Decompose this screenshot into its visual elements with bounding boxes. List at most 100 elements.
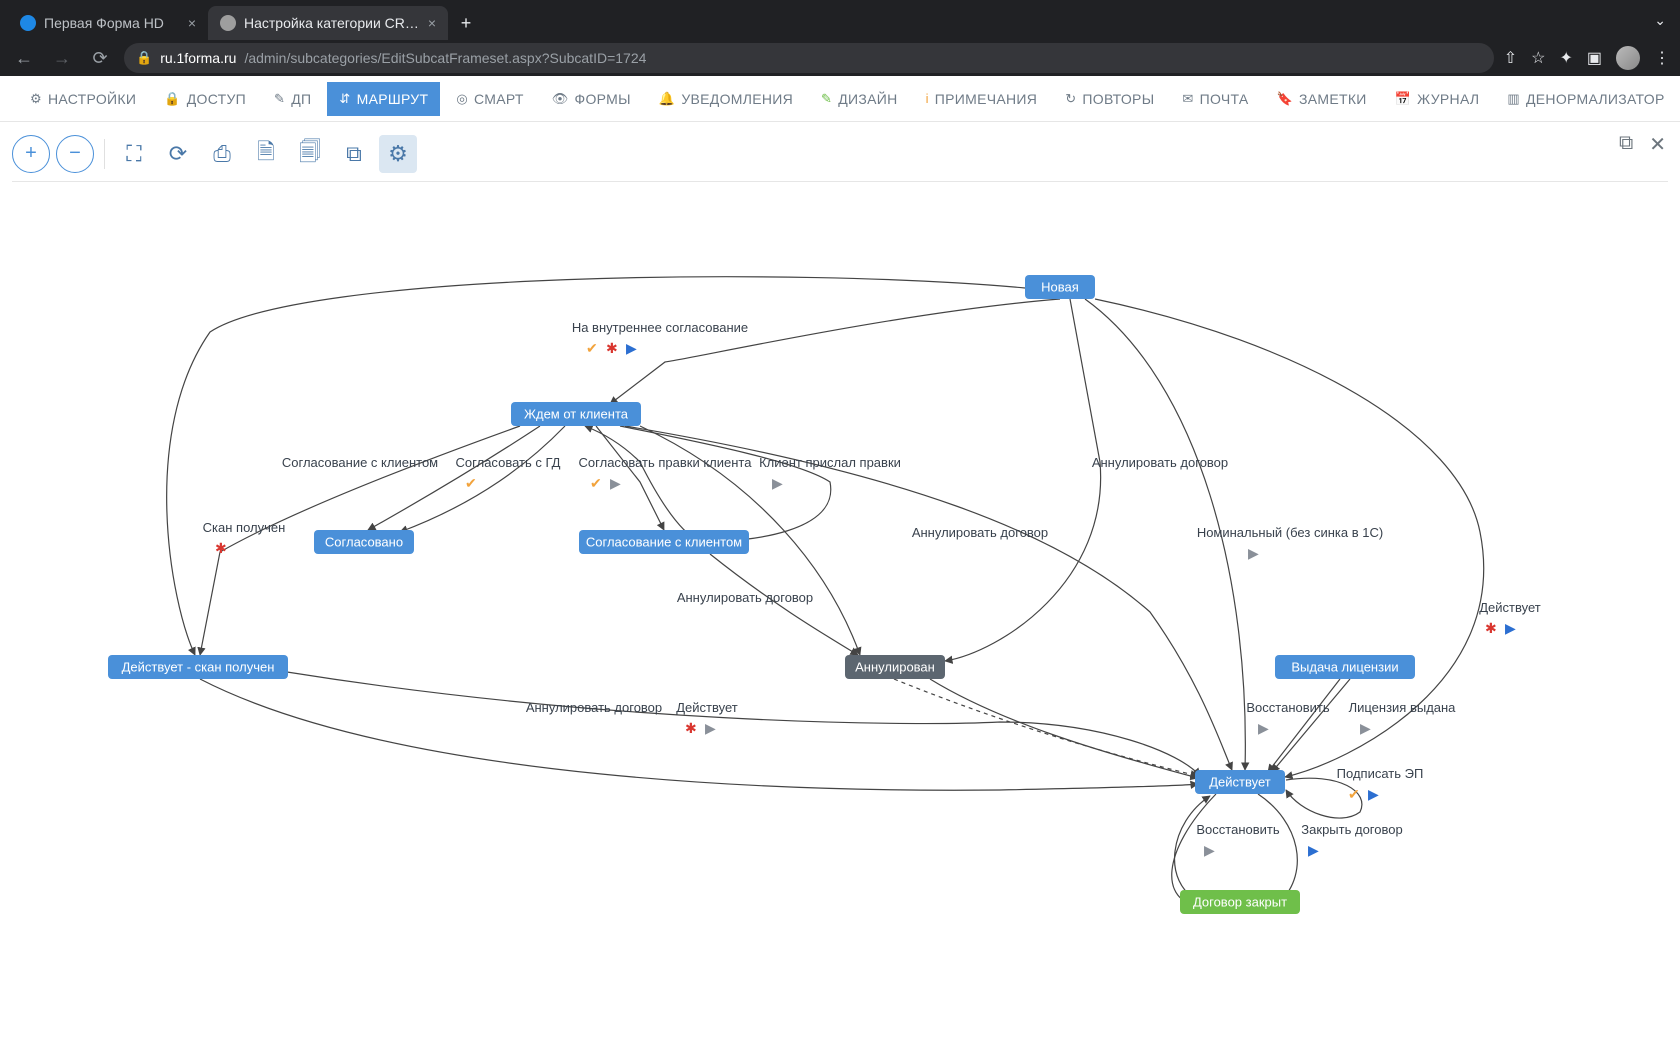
edge-label: Аннулировать договор: [526, 700, 662, 715]
chevron-down-icon[interactable]: ⌄: [1654, 12, 1666, 29]
address-bar: ← → ⟳ 🔒 ru.1forma.ru/admin/subcategories…: [0, 40, 1680, 76]
nav-item-4[interactable]: ◎СМАРТ: [444, 82, 535, 116]
edge[interactable]: [596, 426, 664, 530]
nav-icon: ✎: [821, 91, 832, 107]
node-label: Ждем от клиента: [524, 407, 629, 422]
playg-icon: ▶: [1258, 720, 1269, 736]
nav-label: ДОСТУП: [187, 91, 246, 107]
star-icon: ✱: [215, 540, 227, 556]
edge-label: Аннулировать договор: [677, 590, 813, 605]
bookmark-icon[interactable]: ☆: [1531, 48, 1545, 68]
nav-item-8[interactable]: iПРИМЕЧАНИЯ: [914, 82, 1050, 116]
playg-icon: ▶: [1248, 545, 1259, 561]
nav-icon: 📅: [1395, 91, 1412, 107]
panel-icon[interactable]: ▣: [1587, 48, 1602, 68]
zoom-out-button[interactable]: −: [56, 135, 94, 173]
star-icon: ✱: [685, 720, 697, 736]
new-list-button[interactable]: 🗐: [291, 135, 329, 173]
nav-item-1[interactable]: 🔒ДОСТУП: [152, 82, 258, 116]
edge[interactable]: [945, 299, 1101, 661]
node-annul[interactable]: Аннулирован: [845, 655, 945, 679]
node-label: Действует: [1209, 775, 1271, 790]
reload-button[interactable]: ⟳: [86, 44, 114, 72]
nav-item-7[interactable]: ✎ДИЗАЙН: [809, 82, 910, 116]
settings-button[interactable]: ⚙: [379, 135, 417, 173]
edge[interactable]: [610, 299, 1060, 404]
nav-item-12[interactable]: 📅 ЖУРНАЛ: [1383, 82, 1492, 116]
profile-avatar[interactable]: [1616, 46, 1640, 70]
node-zhdem[interactable]: Ждем от клиента: [511, 402, 641, 426]
nav-item-2[interactable]: ✎ДП: [262, 82, 323, 116]
nav-item-13[interactable]: ▥ДЕНОРМАЛИЗАТОР: [1495, 82, 1676, 116]
nav-item-5[interactable]: 👁ФОРМЫ: [540, 82, 643, 116]
edge-label: Подписать ЭП: [1337, 766, 1424, 781]
nav-icon: ⇵: [339, 91, 350, 107]
nav-label: ПОЧТА: [1200, 91, 1249, 107]
menu-icon[interactable]: ⋮: [1654, 48, 1670, 68]
nav-label: ЗАМЕТКИ: [1299, 91, 1367, 107]
play-icon: ▶: [1308, 842, 1319, 858]
edge[interactable]: [400, 426, 565, 532]
edge[interactable]: [368, 426, 540, 530]
edge-label: Номинальный (без синка в 1С): [1197, 525, 1383, 540]
node-label: Действует - скан получен: [122, 660, 275, 675]
edge-dashed[interactable]: [894, 679, 1198, 776]
edge-label: Аннулировать договор: [912, 525, 1048, 540]
edge[interactable]: [585, 426, 831, 542]
diagram-toolbar: + − ⛶ ⟳ ⎙ 🗎 🗐 ⧉ ⚙: [12, 134, 1668, 182]
share-icon[interactable]: ⇧: [1504, 48, 1517, 68]
edge[interactable]: [287, 672, 1200, 776]
forward-button[interactable]: →: [48, 44, 76, 72]
edge-label: На внутреннее согласование: [572, 320, 748, 335]
edge-label: Лицензия выдана: [1349, 700, 1457, 715]
edge[interactable]: [1258, 794, 1297, 902]
back-button[interactable]: ←: [10, 44, 38, 72]
layout-button[interactable]: ⧉: [335, 135, 373, 173]
node-label: Согласовано: [325, 535, 403, 550]
extensions-icon[interactable]: ✦: [1559, 48, 1572, 68]
nav-item-6[interactable]: 🔔УВЕДОМЛЕНИЯ: [647, 82, 805, 116]
nav-item-11[interactable]: 🔖ЗАМЕТКИ: [1265, 82, 1379, 116]
close-icon[interactable]: ×: [428, 15, 436, 31]
print-button[interactable]: ⎙: [203, 135, 241, 173]
lock-icon: 🔒: [136, 50, 152, 66]
node-soglas_kli[interactable]: Согласование с клиентом: [579, 530, 749, 554]
play-icon: ▶: [1368, 786, 1379, 802]
edge-label: Восстановить: [1246, 700, 1329, 715]
browser-tab-1[interactable]: Настройка категории CRM/Д… ×: [208, 6, 448, 40]
workflow-diagram[interactable]: На внутреннее согласование ✔ ✱ ▶ Согласовани…: [0, 182, 1680, 1050]
omnibox[interactable]: 🔒 ru.1forma.ru/admin/subcategories/EditS…: [124, 43, 1494, 73]
new-tab-button[interactable]: +: [452, 9, 480, 37]
nav-item-10[interactable]: ✉ПОЧТА: [1170, 82, 1260, 116]
edge[interactable]: [930, 679, 1198, 778]
node-deist[interactable]: Действует: [1195, 770, 1285, 794]
edge[interactable]: [200, 679, 1198, 790]
nav-item-9[interactable]: ↻ПОВТОРЫ: [1053, 82, 1166, 116]
node-novaya[interactable]: Новая: [1025, 275, 1095, 299]
browser-tab-0[interactable]: Первая Форма HD ×: [8, 6, 208, 40]
edge[interactable]: [1268, 679, 1340, 772]
nav-item-0[interactable]: ⚙НАСТРОЙКИ: [18, 82, 148, 116]
edge-label: Восстановить: [1196, 822, 1279, 837]
close-icon[interactable]: ×: [188, 15, 196, 31]
edge-label: Закрыть договор: [1301, 822, 1402, 837]
nav-icon: 👁: [552, 91, 569, 107]
new-doc-button[interactable]: 🗎: [247, 135, 285, 173]
node-label: Выдача лицензии: [1291, 660, 1398, 675]
play-icon: ▶: [1505, 620, 1516, 636]
node-deist_scan[interactable]: Действует - скан получен: [108, 655, 288, 679]
node-soglasovano[interactable]: Согласовано: [314, 530, 414, 554]
fit-button[interactable]: ⛶: [115, 135, 153, 173]
check-icon: ✔: [465, 475, 477, 491]
edge-label: Аннулировать договор: [1092, 455, 1228, 470]
nav-icon: ⚙: [30, 91, 42, 107]
url-path: /admin/subcategories/EditSubcatFrameset.…: [244, 50, 646, 66]
favicon-icon: [20, 15, 36, 31]
nav-label: ЖУРНАЛ: [1417, 91, 1479, 107]
nav-item-3[interactable]: ⇵МАРШРУТ: [327, 82, 440, 116]
node-zakryt[interactable]: Договор закрыт: [1180, 890, 1300, 914]
refresh-button[interactable]: ⟳: [159, 135, 197, 173]
node-vydacha[interactable]: Выдача лицензии: [1275, 655, 1415, 679]
zoom-in-button[interactable]: +: [12, 135, 50, 173]
chrome-actions: ⇧ ☆ ✦ ▣ ⋮: [1504, 46, 1670, 70]
